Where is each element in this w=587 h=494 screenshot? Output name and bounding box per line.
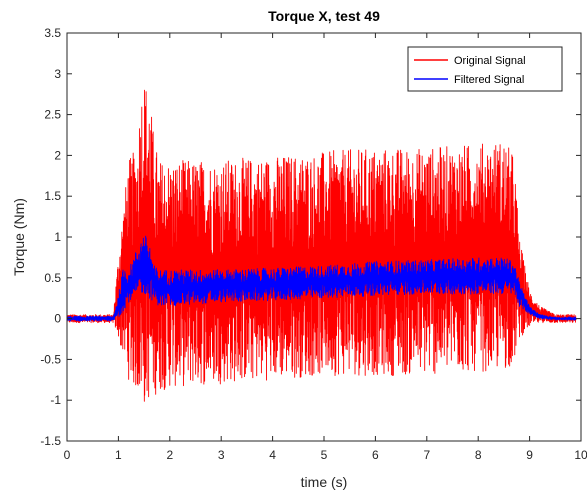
y-tick-label: 3.5: [44, 26, 61, 40]
x-tick-label: 1: [115, 448, 122, 462]
y-tick-label: 1: [54, 230, 61, 244]
y-axis-ticks: -1.5 -1 -0.5 0 0.5 1 1.5 2 2.5 3 3.5: [40, 26, 581, 448]
x-tick-label: 9: [526, 448, 533, 462]
chart-title: Torque X, test 49: [268, 8, 380, 24]
y-axis-label: Torque (Nm): [11, 198, 27, 276]
legend-box: [407, 46, 563, 92]
x-tick-label: 10: [574, 448, 587, 462]
legend-label-filtered: Filtered Signal: [454, 74, 524, 86]
y-tick-label: 1.5: [44, 189, 61, 203]
x-tick-label: 3: [218, 448, 225, 462]
x-tick-label: 8: [475, 448, 482, 462]
series-original-signal: [66, 89, 577, 402]
x-tick-label: 0: [64, 448, 71, 462]
x-tick-label: 6: [372, 448, 379, 462]
x-tick-label: 2: [166, 448, 173, 462]
y-tick-label: 0.5: [44, 271, 61, 285]
x-axis-ticks: 0 1 2 3 4 5 6 7 8 9 10: [64, 33, 587, 462]
x-axis-label: time (s): [301, 474, 348, 490]
y-tick-label: 2: [54, 148, 61, 162]
y-tick-label: -0.5: [40, 352, 61, 366]
series-filtered-signal: [66, 235, 577, 322]
y-tick-label: 2.5: [44, 108, 61, 122]
y-tick-label: -1.5: [40, 434, 61, 448]
y-tick-label: 3: [54, 67, 61, 81]
series-layer: [66, 89, 577, 402]
plot-frame: [66, 32, 582, 442]
x-tick-label: 7: [423, 448, 430, 462]
y-tick-label: -1: [50, 393, 61, 407]
x-tick-label: 5: [321, 448, 328, 462]
legend-label-original: Original Signal: [454, 55, 526, 67]
legend: Original Signal Filtered Signal: [407, 46, 563, 92]
x-tick-label: 4: [269, 448, 276, 462]
y-tick-label: 0: [54, 312, 61, 326]
